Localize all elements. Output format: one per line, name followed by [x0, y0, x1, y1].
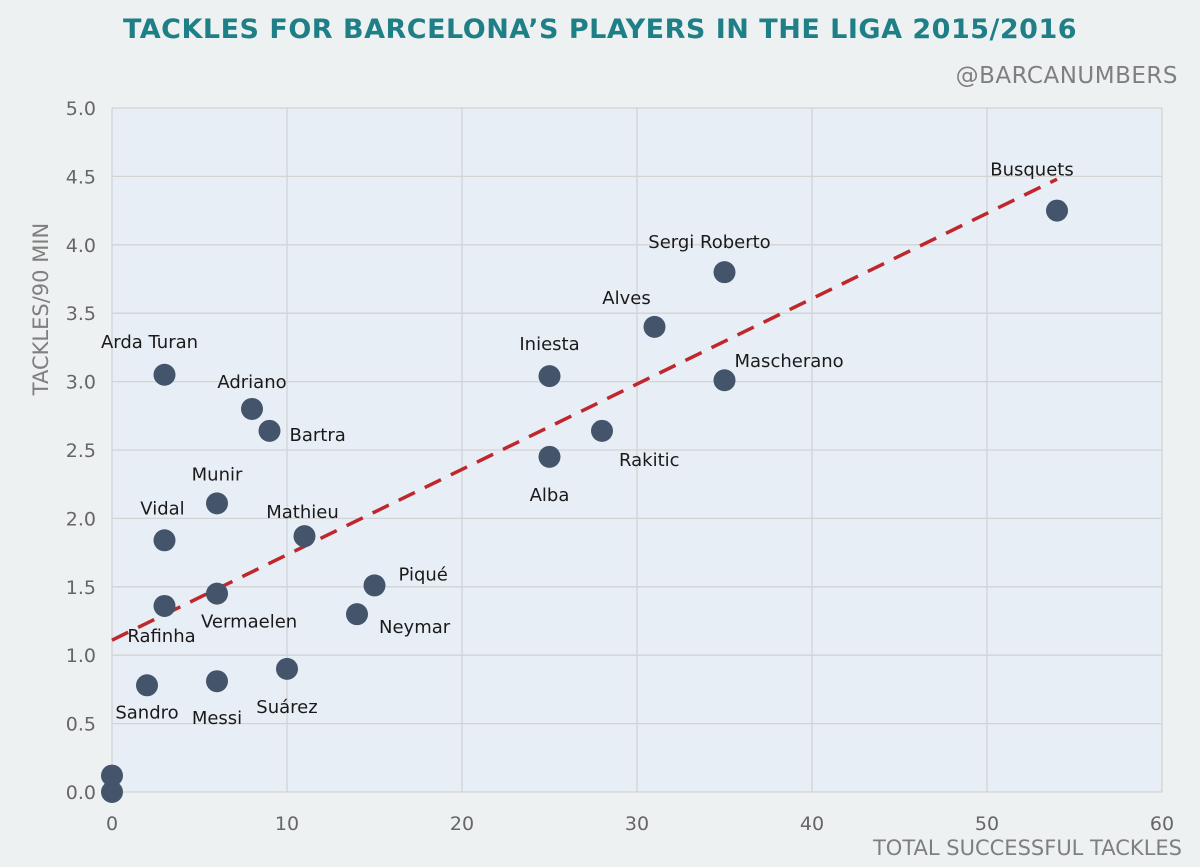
data-point: [713, 369, 736, 392]
point-label: Adriano: [217, 372, 286, 393]
data-point: [206, 670, 228, 693]
chart-title: TACKLES FOR BARCELONA’S PLAYERS IN THE L…: [122, 14, 1078, 45]
y-tick-label: 1.0: [66, 645, 96, 667]
data-point: [293, 525, 316, 548]
point-label: Piqué: [399, 564, 448, 585]
point-label: Munir: [192, 464, 243, 485]
data-point: [241, 397, 263, 420]
y-tick-label: 4.5: [66, 166, 96, 188]
point-label: Vidal: [140, 498, 184, 519]
data-point: [153, 529, 176, 552]
point-label: Iniesta: [519, 334, 579, 355]
point-label: Rafinha: [127, 626, 195, 647]
point-label: Neymar: [379, 617, 451, 638]
data-point: [276, 657, 298, 680]
data-points: [101, 199, 1068, 803]
data-point: [153, 594, 176, 617]
point-label: Bartra: [290, 425, 346, 446]
y-tick-label: 1.5: [66, 577, 96, 599]
point-label: Rakitic: [619, 450, 680, 471]
data-point: [591, 419, 613, 442]
y-tick-label: 2.0: [66, 508, 96, 530]
x-tick-label: 20: [450, 813, 474, 835]
x-tick-label: 40: [800, 813, 824, 835]
point-labels: Busquets Sergi Roberto Alves Mascherano Inie…: [101, 160, 1074, 730]
data-point: [258, 419, 281, 442]
point-label: Messi: [192, 708, 242, 729]
point-label: Sergi Roberto: [648, 232, 770, 253]
author-handle: @BARCANUMBERS: [955, 63, 1178, 89]
x-tick-label: 30: [625, 813, 649, 835]
point-label: Arda Turan: [101, 332, 198, 353]
data-point: [538, 445, 561, 468]
y-tick-label: 0.5: [66, 714, 96, 736]
data-point: [206, 582, 228, 605]
data-point: [1046, 199, 1068, 222]
data-point: [136, 674, 158, 697]
point-label: Suárez: [256, 697, 317, 718]
trendline-group: [111, 177, 1058, 642]
data-point: [346, 603, 368, 626]
x-tick-label: 10: [275, 813, 299, 835]
point-label: Alba: [530, 485, 570, 506]
y-tick-label: 5.0: [66, 98, 96, 120]
x-tick-label: 60: [1150, 813, 1174, 835]
point-label: Mascherano: [735, 351, 844, 372]
y-tick-label: 0.0: [66, 782, 96, 804]
trendline: [111, 177, 1058, 642]
axis-ticks: 0.0 0.5 1.0 1.5 2.0 2.5 3.0 3.5 4.0 4.5 5.0 0 10 20 30…: [66, 98, 1174, 835]
data-point: [713, 261, 736, 284]
point-label: Vermaelen: [201, 612, 297, 633]
data-point: [153, 363, 176, 386]
data-point: [206, 492, 228, 515]
data-point: [363, 574, 386, 597]
data-point: [643, 315, 666, 338]
y-tick-label: 3.0: [66, 372, 96, 394]
y-tick-label: 4.0: [66, 235, 96, 257]
y-tick-label: 2.5: [66, 440, 96, 462]
point-label: Sandro: [115, 702, 178, 723]
data-point: [101, 781, 123, 803]
x-axis-title: TOTAL SUCCESSFUL TACKLES: [872, 836, 1182, 860]
point-label: Alves: [602, 288, 650, 309]
y-axis-title: TACKLES/90 MIN: [29, 223, 53, 396]
y-tick-label: 3.5: [66, 303, 96, 325]
point-label: Busquets: [990, 160, 1073, 181]
data-point: [538, 365, 561, 388]
point-label: Mathieu: [266, 502, 339, 523]
x-tick-label: 0: [106, 813, 118, 835]
x-tick-label: 50: [975, 813, 999, 835]
data-point: [101, 764, 123, 787]
